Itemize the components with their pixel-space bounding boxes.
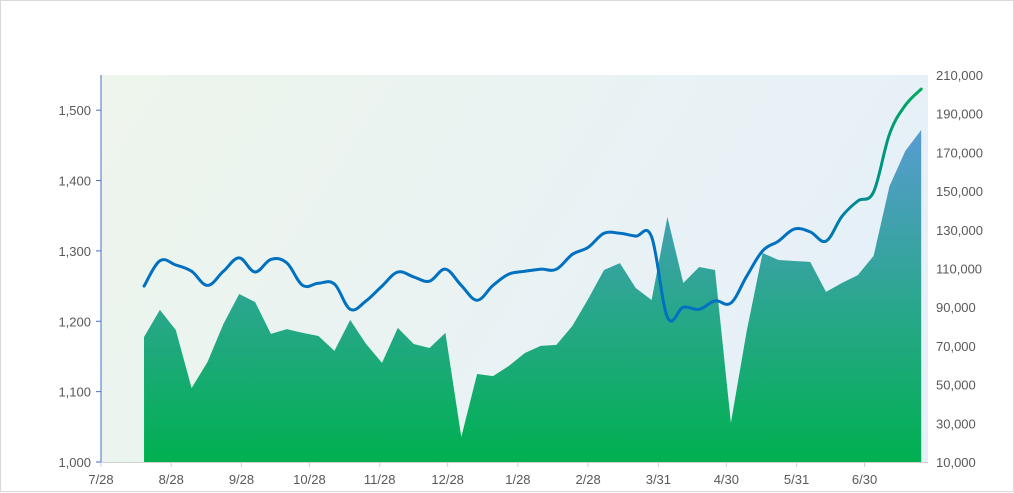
y-right-tick-label: 70,000: [936, 339, 976, 354]
y-right-tick-label: 150,000: [936, 184, 983, 199]
x-tick-label: 9/28: [229, 472, 254, 487]
y-left-tick-label: 1,200: [58, 314, 91, 329]
y-left-tick-label: 1,100: [58, 385, 91, 400]
x-tick-label: 8/28: [159, 472, 184, 487]
y-right-tick-label: 190,000: [936, 107, 983, 122]
y-left-tick-label: 1,000: [58, 455, 91, 470]
x-tick-label: 12/28: [431, 472, 464, 487]
y-right-tick-label: 10,000: [936, 455, 976, 470]
y-right-tick-label: 210,000: [936, 68, 983, 83]
x-tick-label: 10/28: [293, 472, 326, 487]
y-right-tick-label: 130,000: [936, 223, 983, 238]
x-tick-label: 4/30: [714, 472, 739, 487]
y-right-tick-label: 30,000: [936, 416, 976, 431]
y-right-tick-label: 110,000: [936, 262, 982, 277]
x-tick-label: 5/31: [784, 472, 809, 487]
x-tick-label: 6/30: [852, 472, 877, 487]
y-left-tick-label: 1,500: [58, 103, 91, 118]
y-right-tick-label: 170,000: [936, 145, 983, 160]
x-tick-label: 11/28: [364, 472, 396, 487]
y-left-tick-label: 1,400: [58, 174, 91, 189]
y-left-tick-label: 1,300: [58, 244, 91, 259]
x-tick-label: 7/28: [88, 472, 113, 487]
x-tick-label: 2/28: [575, 472, 600, 487]
x-tick-label: 3/31: [646, 472, 671, 487]
y-right-tick-label: 90,000: [936, 300, 976, 315]
x-tick-label: 1/28: [505, 472, 530, 487]
y-right-tick-label: 50,000: [936, 378, 976, 393]
